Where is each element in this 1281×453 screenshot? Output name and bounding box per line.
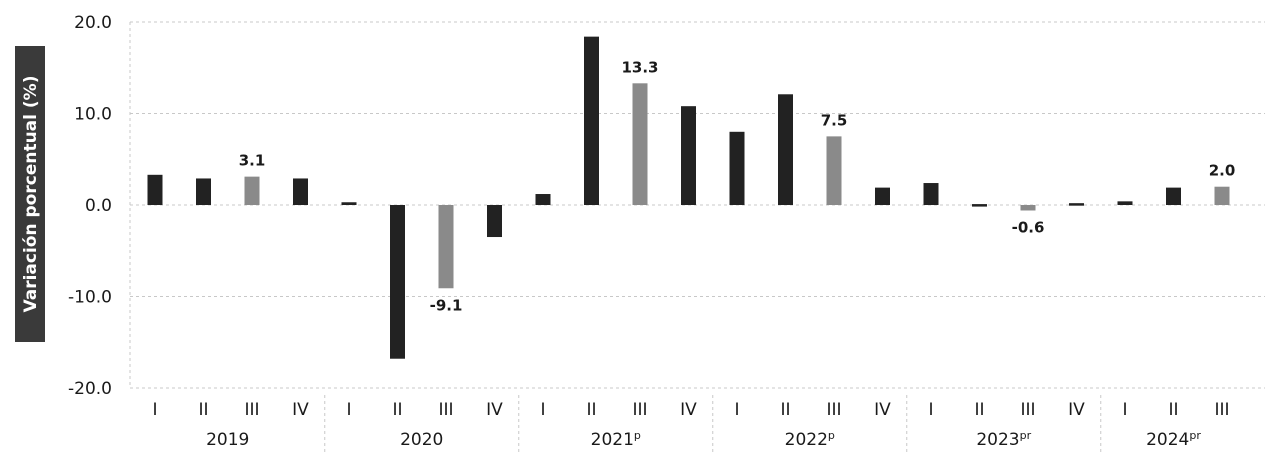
x-tick-label: IV <box>486 400 503 420</box>
bar <box>535 194 551 205</box>
y-tick-label: -20.0 <box>68 379 112 399</box>
y-axis-title: Variación porcentual (%) <box>21 76 41 313</box>
x-tick-label: II <box>780 400 790 420</box>
x-tick-label: III <box>826 400 841 420</box>
bar <box>972 204 987 207</box>
grid-lines <box>129 21 1265 389</box>
x-tick-label: II <box>198 400 208 420</box>
year-labels: 2019 2020 2021p 2022p 2023pr 2024pr <box>206 395 1201 452</box>
x-tick-label: I <box>540 400 545 420</box>
year-label-superscript: p <box>634 429 641 442</box>
bar <box>584 36 599 205</box>
bar <box>1214 186 1230 205</box>
x-tick-label: IV <box>874 400 891 420</box>
bar <box>632 83 648 205</box>
bar <box>293 178 308 205</box>
x-tick-label: II <box>1168 400 1178 420</box>
data-label: 7.5 <box>821 111 848 129</box>
year-label: 2020 <box>400 430 443 450</box>
x-tick-label: III <box>1214 400 1229 420</box>
bar <box>875 187 890 205</box>
x-tick-label: I <box>734 400 739 420</box>
year-label-superscript: pr <box>1020 429 1032 442</box>
data-label: 3.1 <box>239 152 266 170</box>
bar <box>487 205 502 238</box>
y-axis-title-group: Variación porcentual (%) <box>15 46 45 342</box>
x-tick-label: I <box>346 400 351 420</box>
data-label: -0.6 <box>1012 218 1045 236</box>
data-labels: 3.1 -9.1 13.3 7.5 -0.6 2.0 <box>239 58 1236 314</box>
y-tick-labels: 20.0 10.0 0.0 -10.0 -20.0 <box>68 13 112 399</box>
year-label: 2024pr <box>1146 429 1201 450</box>
x-tick-label: III <box>244 400 259 420</box>
bar <box>729 131 745 205</box>
y-tick-label: 0.0 <box>85 196 112 216</box>
x-tick-label: IV <box>292 400 309 420</box>
bar <box>341 202 357 205</box>
year-label: 2022p <box>785 429 835 450</box>
bar <box>147 174 163 205</box>
x-tick-label: III <box>1020 400 1035 420</box>
year-label: 2021p <box>591 429 641 450</box>
bar <box>196 178 211 205</box>
bar <box>244 176 260 205</box>
bar <box>681 106 696 205</box>
bar <box>826 136 842 205</box>
x-tick-labels: I II III IV I II III IV I II III IV I II III IV I II III IV… <box>152 400 1229 420</box>
bar <box>1166 187 1181 205</box>
x-tick-label: I <box>1122 400 1127 420</box>
bar <box>923 183 939 205</box>
x-tick-label: I <box>152 400 157 420</box>
bar <box>778 94 793 205</box>
year-label-superscript: p <box>828 429 835 442</box>
x-tick-label: III <box>438 400 453 420</box>
x-tick-label: II <box>974 400 984 420</box>
x-tick-label: III <box>632 400 647 420</box>
bar <box>1117 201 1133 205</box>
y-tick-label: 20.0 <box>74 13 112 33</box>
bar <box>1020 205 1036 211</box>
data-label: 13.3 <box>621 58 658 76</box>
data-label: -9.1 <box>430 296 463 314</box>
year-label: 2019 <box>206 430 249 450</box>
y-tick-label: 10.0 <box>74 105 112 125</box>
bar <box>438 205 454 289</box>
bar <box>1069 203 1084 206</box>
x-tick-label: IV <box>680 400 697 420</box>
year-label: 2023pr <box>976 429 1031 450</box>
x-tick-label: IV <box>1068 400 1085 420</box>
x-tick-label: II <box>392 400 402 420</box>
x-tick-label: II <box>586 400 596 420</box>
bar <box>390 205 405 359</box>
y-axis-title-background <box>15 46 45 342</box>
year-label-superscript: pr <box>1189 429 1201 442</box>
data-label: 2.0 <box>1209 162 1236 180</box>
x-tick-label: I <box>928 400 933 420</box>
bars <box>147 36 1230 359</box>
y-tick-label: -10.0 <box>68 288 112 308</box>
